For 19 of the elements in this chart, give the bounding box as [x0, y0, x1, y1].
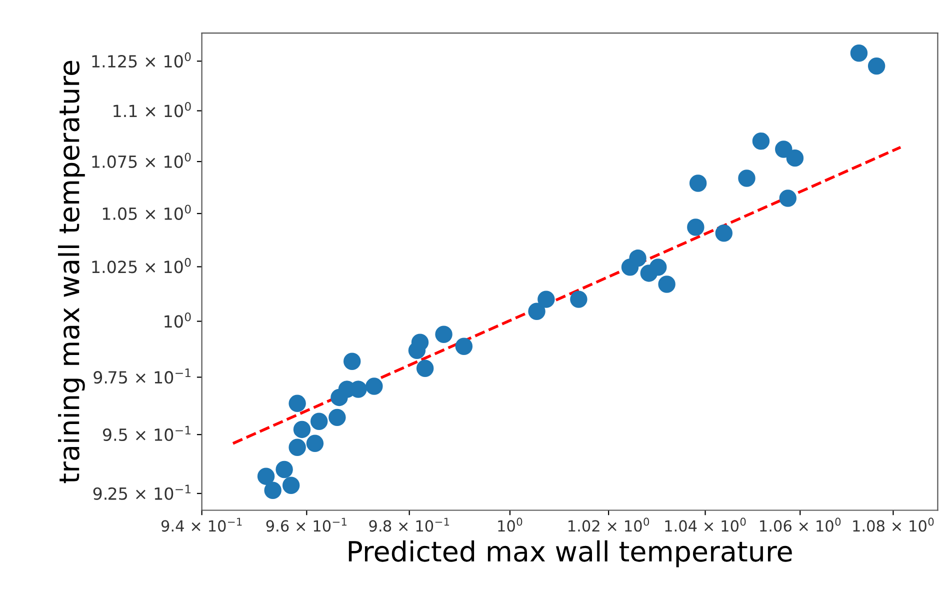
y-tick-label: 1.125 × 10$^{0}$	[92, 52, 191, 68]
y-tick-label: 9.25 × 10$^{−1}$	[93, 484, 191, 500]
y-tick-label: 9.75 × 10$^{−1}$	[94, 368, 190, 384]
x-tick-label: 10$^{0}$	[498, 518, 522, 532]
x-tick-label: 1.08 × 10$^{0}$	[853, 518, 934, 532]
y-tick-label: 1.025 × 10$^{0}$	[92, 258, 191, 274]
x-tick-label: 9.4 × 10$^{−1}$	[161, 518, 242, 532]
x-tick-label: 1.02 × 10$^{0}$	[568, 518, 650, 532]
x-tick-label: 1.06 × 10$^{0}$	[760, 518, 841, 532]
y-tick-label: 1.075 × 10$^{0}$	[92, 152, 191, 168]
x-tick-label: 9.8 × 10$^{−1}$	[369, 518, 450, 532]
y-axis-title: training max wall temperature	[58, 60, 85, 484]
y-tick-label: 1.1 × 10$^{0}$	[114, 102, 191, 118]
x-tick-label: 1.04 × 10$^{0}$	[665, 518, 746, 532]
x-axis-title: Predicted max wall temperature	[348, 540, 792, 568]
y-tick-label: 1.05 × 10$^{0}$	[102, 204, 191, 220]
y-tick-label: 9.5 × 10$^{−1}$	[102, 426, 190, 442]
y-tick-label: 10$^{0}$	[164, 312, 191, 328]
x-tick-label: 9.6 × 10$^{−1}$	[266, 518, 347, 532]
